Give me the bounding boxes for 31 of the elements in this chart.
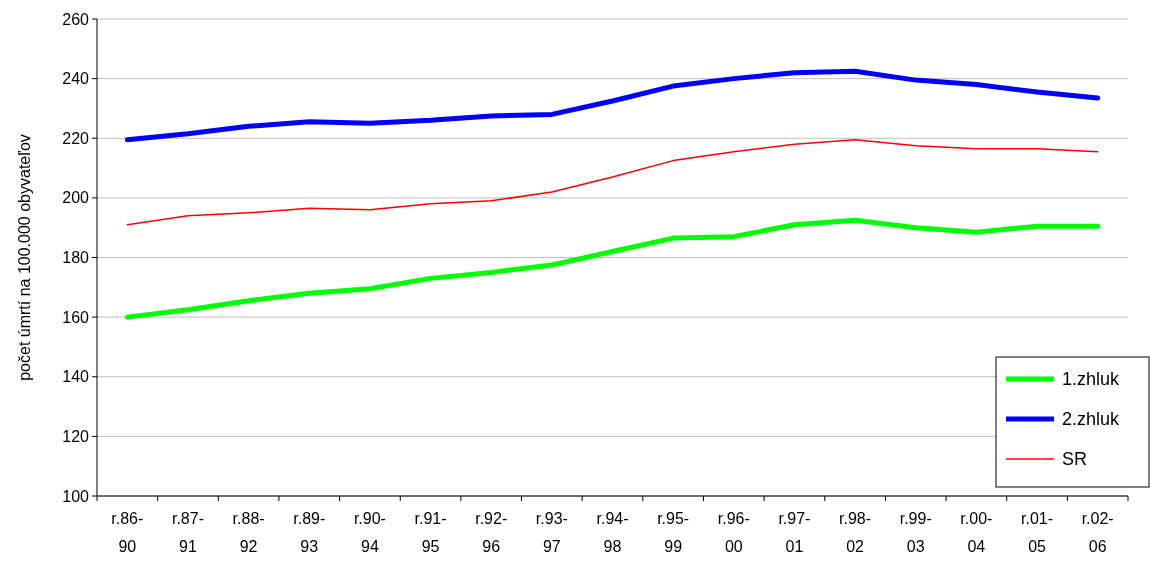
x-tick-label: r.02-06 <box>1081 510 1114 555</box>
x-tick-label: r.00-04 <box>960 510 993 555</box>
x-tick-label: r.98-02 <box>839 510 872 555</box>
y-tick-label: 220 <box>62 129 90 147</box>
legend-label: SR <box>1062 449 1088 470</box>
y-tick-label: 100 <box>62 487 90 505</box>
x-tick-label: r.93-97 <box>535 510 568 555</box>
x-tick-label: r.86-90 <box>111 510 144 555</box>
y-tick-label: 160 <box>62 308 90 326</box>
x-tick-label: r.97-01 <box>778 510 811 555</box>
x-tick-label: r.96-00 <box>717 510 750 555</box>
x-tick-label: r.91-95 <box>414 510 447 555</box>
legend-label: 2.zhluk <box>1062 409 1121 430</box>
y-tick-label: 240 <box>62 70 90 88</box>
x-tick-label: r.90-94 <box>353 510 386 555</box>
x-tick-label: r.95-99 <box>657 510 690 555</box>
y-tick-label: 200 <box>62 189 90 207</box>
legend-label: 1.zhluk <box>1062 369 1121 390</box>
x-tick-label: r.89-93 <box>293 510 326 555</box>
line-series <box>126 138 1099 226</box>
x-tick-label: r.87-91 <box>171 510 204 555</box>
y-tick-label: 180 <box>62 249 90 267</box>
x-tick-label: r.88-92 <box>232 510 265 555</box>
x-tick-label: r.99-03 <box>899 510 932 555</box>
x-tick-label: r.94-98 <box>596 510 629 555</box>
y-tick-label: 260 <box>62 10 90 28</box>
x-tick-label: r.01-05 <box>1021 510 1054 555</box>
y-tick-label: 120 <box>62 427 90 445</box>
x-tick-label: r.92-96 <box>475 510 508 555</box>
y-tick-label: 140 <box>62 368 90 386</box>
y-axis-title: počet úmrtí na 100.000 obyvateľov <box>16 134 33 381</box>
